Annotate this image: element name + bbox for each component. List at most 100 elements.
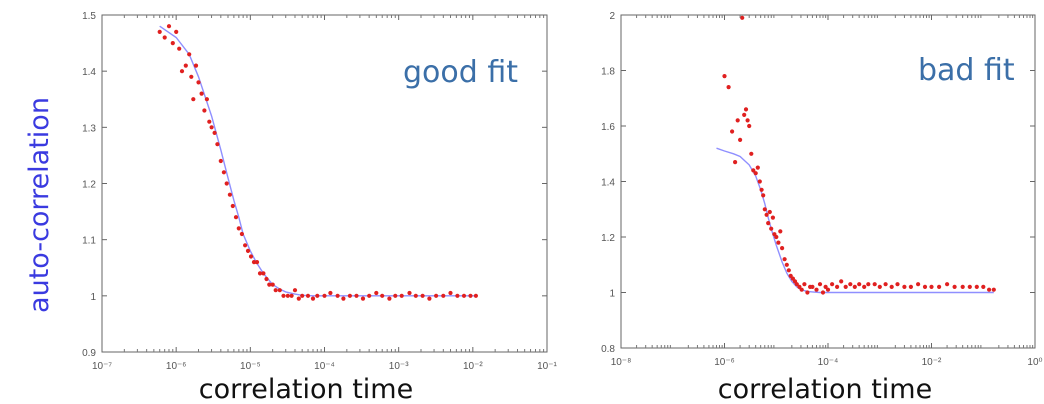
data-point [862, 284, 867, 289]
data-point [852, 284, 857, 289]
y-tick-label: 0.8 [601, 344, 615, 355]
data-point [270, 282, 275, 287]
data-point [254, 260, 260, 265]
data-point [751, 168, 756, 173]
data-point [455, 293, 460, 298]
data-point [967, 284, 972, 289]
data-point [991, 287, 996, 292]
data-point [399, 293, 404, 298]
data-point [794, 282, 799, 287]
y-tick-label: 1.3 [82, 123, 96, 134]
data-point [230, 203, 235, 209]
y-axis-label: auto-correlation [24, 97, 55, 313]
data-point [245, 248, 251, 253]
data-point [427, 296, 432, 301]
data-point [434, 293, 439, 298]
data-point [759, 187, 764, 192]
data-point [730, 129, 735, 134]
data-point [267, 282, 272, 287]
fit-curve-group [716, 147, 994, 294]
data-point [762, 207, 767, 212]
data-point [212, 130, 217, 135]
data-point [843, 284, 848, 289]
data-point [820, 290, 826, 295]
data-point [757, 179, 762, 184]
data-points-group [157, 24, 478, 301]
data-point [387, 296, 392, 301]
x-axis-label-left: correlation time [199, 374, 413, 404]
data-point [448, 290, 453, 296]
data-point [872, 282, 877, 287]
data-point [170, 41, 175, 46]
data-point [199, 91, 204, 96]
data-point [740, 15, 745, 20]
data-point [296, 296, 301, 301]
data-point [341, 296, 346, 301]
data-point [393, 293, 398, 298]
chart-good-fit: 10⁻⁷ 10⁻⁶ 10⁻⁵ 10⁻⁴ 10⁻³ 10⁻² 10⁻¹ 0.911.11.21… [82, 11, 557, 404]
data-point [802, 282, 807, 287]
data-point [166, 24, 172, 29]
data-point [780, 246, 785, 251]
y-tick-label: 1.8 [601, 67, 615, 78]
data-point [767, 209, 772, 215]
data-point [354, 293, 359, 298]
data-point [227, 192, 232, 197]
data-point [328, 290, 333, 296]
data-point [413, 293, 418, 298]
x-tick-label: 10⁻³ [389, 361, 409, 372]
data-point [908, 284, 914, 289]
data-point [830, 282, 835, 287]
data-point [189, 74, 194, 79]
data-point [929, 284, 934, 289]
data-point [315, 293, 320, 298]
data-point [322, 293, 327, 298]
data-point [162, 35, 167, 40]
data-point [209, 125, 214, 130]
data-point [770, 215, 776, 220]
data-point [441, 293, 446, 298]
data-point [753, 171, 758, 176]
data-point [187, 52, 192, 57]
data-point [848, 282, 853, 287]
data-point [810, 284, 815, 289]
data-point [407, 290, 412, 296]
data-point [922, 284, 928, 289]
data-point [817, 282, 823, 287]
data-point [191, 97, 196, 102]
data-point [797, 284, 802, 289]
data-point [774, 234, 779, 240]
data-point [937, 284, 942, 289]
data-point [281, 293, 286, 298]
data-point [292, 288, 298, 293]
data-point [722, 74, 727, 79]
annotation-good-fit: good fit [403, 55, 518, 90]
y-tick-label: 1.6 [601, 122, 615, 133]
x-tick-label: 10⁻⁸ [611, 357, 632, 368]
data-point [755, 165, 760, 170]
data-point [261, 271, 266, 276]
data-point [726, 85, 731, 90]
y-tick-label: 1.4 [601, 178, 615, 189]
data-point [743, 107, 749, 112]
data-point [289, 293, 294, 298]
data-point [179, 69, 185, 74]
data-point [738, 137, 743, 142]
x-axis-label-right: correlation time [718, 374, 932, 404]
data-point [461, 293, 467, 298]
x-tick-label: 10⁻⁵ [240, 361, 261, 372]
data-point [805, 290, 810, 295]
data-point [360, 296, 366, 301]
data-point [761, 193, 766, 198]
data-point [742, 112, 747, 117]
data-point [367, 293, 372, 298]
data-point [782, 257, 787, 262]
data-point [916, 282, 921, 287]
data-point [747, 123, 752, 129]
data-point [735, 118, 740, 123]
x-tick-label: 10⁻² [922, 357, 942, 368]
data-point [204, 97, 209, 102]
data-point [239, 231, 244, 237]
data-point [981, 284, 986, 289]
data-point [776, 240, 781, 245]
